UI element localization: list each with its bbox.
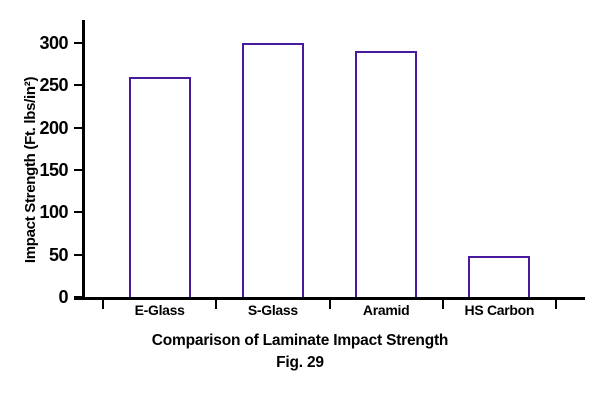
y-axis-line [82,20,85,300]
y-tick-label: 300 [39,33,68,53]
x-axis-line [74,297,585,300]
chart-title: Comparison of Laminate Impact Strength [151,332,449,349]
x-tick-mark [328,300,331,309]
y-tick-mark [74,253,83,256]
x-tick-mark [441,300,444,309]
y-tick-label: 200 [39,117,68,138]
bar-s-glass [241,43,304,297]
y-tick-mark [74,126,83,129]
x-category-label: Aramid [362,302,410,318]
bar-aramid [355,51,418,297]
y-tick-label: 250 [39,75,68,96]
y-tick-mark [74,84,83,87]
y-tick-label: 50 [48,244,69,265]
y-tick-mark [74,42,83,44]
y-axis-title: Impact Strength (Ft. lbs/in²) [22,76,39,264]
y-tick-mark [74,169,83,171]
y-tick-label: 150 [39,160,68,180]
x-category-label: S-Glass [247,302,298,318]
figure-caption: Fig. 29 [276,354,324,371]
bar-e-glass [128,76,191,297]
x-category-label: E-Glass [134,302,185,318]
x-category-label: HS Carbon [464,302,535,318]
x-tick-mark [555,300,557,309]
y-tick-mark [74,211,83,214]
y-tick-mark [74,296,83,298]
bar-hs-carbon [468,256,531,297]
y-tick-label: 0 [58,287,68,307]
y-tick-label: 100 [39,202,68,223]
x-tick-mark [102,300,104,309]
x-tick-mark [215,300,218,309]
